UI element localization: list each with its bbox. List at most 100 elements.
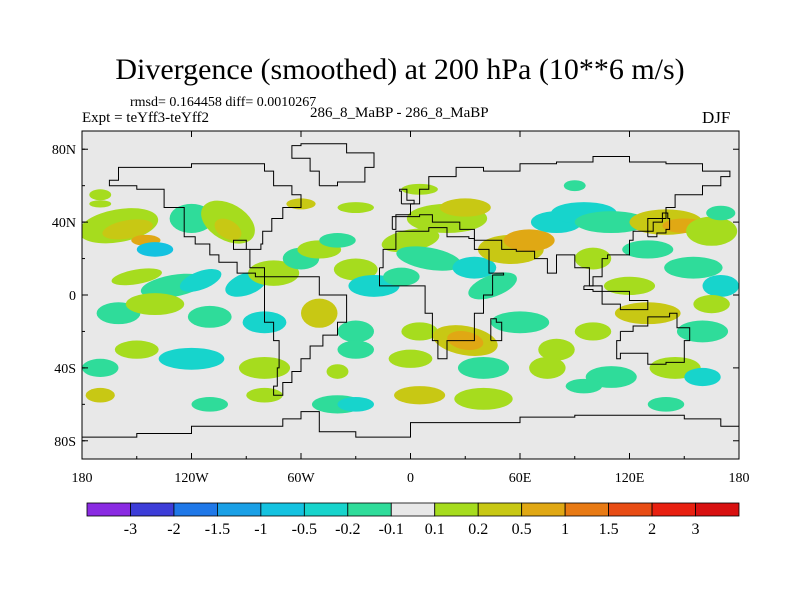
field-region (89, 200, 112, 208)
field-region (622, 240, 674, 259)
experiment-label: Expt = teYff3-teYff2 (82, 110, 210, 126)
field-region (333, 258, 378, 281)
y-tick-label: 40N (52, 216, 76, 231)
field-region (102, 219, 153, 240)
field-region (301, 298, 338, 328)
field-region (214, 218, 242, 241)
colorbar-swatch (521, 502, 566, 517)
field-region (191, 397, 228, 412)
field-region (693, 295, 730, 314)
colorbar-swatch (651, 502, 696, 517)
field-region (114, 340, 159, 359)
coastline (108, 163, 302, 278)
coastline (379, 227, 505, 360)
field-region (614, 302, 681, 325)
divergence-field (82, 180, 739, 414)
colorbar-swatch (564, 502, 610, 517)
colorbar-swatch (347, 502, 392, 517)
colorbar-label: -0.5 (292, 521, 317, 538)
coastline (264, 276, 348, 396)
colorbar-label: 1 (561, 521, 569, 538)
field-region (238, 356, 291, 379)
chart-title: Divergence (smoothed) at 200 hPa (10**6 … (115, 53, 685, 86)
colorbar-swatch (216, 502, 262, 517)
field-region (503, 229, 555, 252)
field-region (439, 198, 491, 217)
colorbar-swatch (608, 502, 653, 517)
coastline (647, 212, 671, 238)
x-tick-label: 120E (615, 471, 645, 486)
field-region (248, 260, 300, 286)
coastline (82, 411, 739, 438)
colorbar-label: -0.2 (335, 521, 360, 538)
field-region (326, 364, 349, 379)
field-region (684, 367, 721, 387)
colorbar-label: 0.1 (425, 521, 445, 538)
field-region (125, 293, 185, 316)
field-region (187, 305, 232, 328)
y-axis: 80N 40N 0 40S 80S (52, 143, 739, 450)
colorbar-label: 0.5 (512, 521, 532, 538)
field-region (89, 189, 112, 201)
field-region (676, 320, 729, 343)
field-region (538, 338, 575, 361)
field-region (647, 397, 685, 412)
x-tick-label: 60W (287, 471, 315, 486)
field-region (319, 233, 356, 248)
y-tick-label: 0 (69, 289, 76, 304)
field-region (85, 387, 115, 403)
field-region (337, 202, 374, 214)
stats-label: rmsd= 0.164458 diff= 0.0010267 (130, 95, 317, 110)
x-tick-label: 120W (174, 471, 209, 486)
colorbar-label: -1.5 (205, 521, 230, 538)
field-region (401, 322, 438, 341)
field-region (565, 378, 603, 394)
field-region (111, 268, 162, 286)
field-region (396, 246, 462, 271)
coastline (391, 156, 731, 287)
colorbar-label: -3 (124, 521, 137, 538)
field-region (179, 269, 222, 292)
x-axis: 180 120W 60W 0 60E 120E 180 (72, 131, 750, 486)
coastline (399, 188, 415, 205)
x-tick-label: 180 (72, 471, 93, 486)
field-region (383, 267, 420, 286)
field-region (686, 216, 738, 246)
colorbar-label: 1.5 (599, 521, 619, 538)
coastline (616, 312, 691, 365)
run-label: 286_8_MaBP - 286_8_MaBP (310, 105, 489, 121)
colorbar-swatch (130, 502, 175, 517)
field-region (490, 311, 550, 334)
field-region (603, 276, 656, 295)
field-region (158, 347, 225, 370)
colorbar-swatch (303, 502, 349, 517)
field-region (136, 242, 174, 257)
colorbar-swatch (477, 502, 523, 517)
coastline (291, 143, 375, 187)
colorbar-label: -0.1 (379, 521, 404, 538)
x-tick-label: 0 (407, 471, 414, 486)
field-region (454, 387, 513, 410)
colorbar-swatch (260, 502, 305, 517)
season-label: DJF (702, 108, 731, 127)
colorbar: -3 -2 -1.5 -1 -0.5 -0.2 -0.1 0.1 0.2 0.5 1 1.5 2 3 (86, 502, 740, 538)
colorbar-label: -2 (167, 521, 180, 538)
coastline (490, 318, 503, 342)
y-tick-label: 40S (54, 362, 76, 377)
colorbar-label: -1 (254, 521, 267, 538)
colorbar-swatch (695, 502, 740, 517)
y-tick-label: 80S (54, 435, 76, 450)
field-region (337, 320, 374, 343)
x-tick-label: 180 (729, 471, 750, 486)
field-region (388, 349, 433, 368)
field-region (563, 180, 586, 192)
field-region (529, 356, 566, 379)
colorbar-swatch (86, 502, 131, 517)
field-region (457, 356, 510, 379)
colorbar-label: 3 (692, 521, 700, 538)
field-region (394, 386, 446, 405)
coastline (583, 285, 649, 311)
colorbar-swatch (173, 502, 218, 517)
field-region (574, 322, 612, 341)
